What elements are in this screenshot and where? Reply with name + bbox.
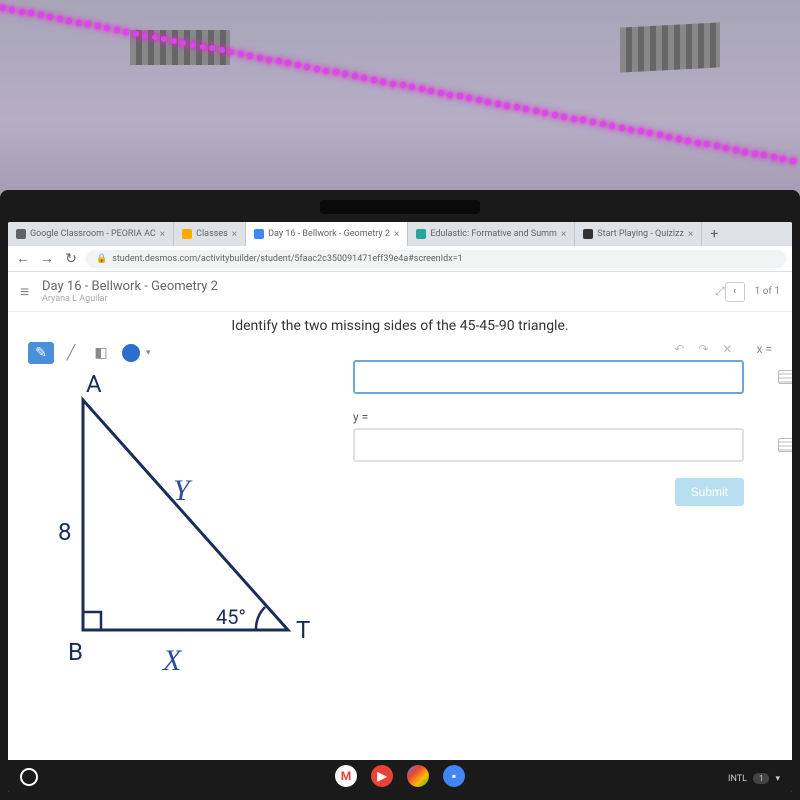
tab-label: Classes <box>196 229 228 239</box>
new-tab-button[interactable]: + <box>702 226 726 242</box>
eraser-tool[interactable]: ◧ <box>88 342 114 364</box>
hamburger-icon[interactable]: ≡ <box>20 282 36 302</box>
tab-favicon <box>16 229 26 239</box>
tab-close-icon[interactable]: × <box>688 229 693 240</box>
line-tool[interactable]: ╱ <box>58 342 84 364</box>
tab-favicon <box>416 229 426 239</box>
y-label: y = <box>353 410 772 424</box>
drawing-panel: ✎ ╱ ◧ ▾ A B T 8 45° <box>28 342 328 680</box>
x-input[interactable] <box>353 360 744 394</box>
pager-text: 1 of 1 <box>755 286 780 297</box>
tab-close-icon[interactable]: × <box>394 229 399 240</box>
input-toolbar: ↶ ↷ ✕ x = <box>353 342 772 356</box>
tab-label: Google Classroom - PEORIA AC <box>30 229 156 239</box>
back-button[interactable]: ← <box>14 250 32 267</box>
tab-close-icon[interactable]: × <box>561 229 566 240</box>
screen: Google Classroom - PEORIA AC×Classes×Day… <box>8 222 792 792</box>
launcher-icon[interactable] <box>20 768 38 786</box>
svg-text:45°: 45° <box>216 605 246 629</box>
clear-icon[interactable]: ✕ <box>722 342 732 356</box>
tab-label: Day 16 - Bellwork - Geometry 2 <box>268 229 390 239</box>
drawing-toolbar: ✎ ╱ ◧ ▾ <box>28 342 328 364</box>
svg-text:T: T <box>296 616 310 644</box>
undo-icon[interactable]: ↶ <box>674 342 684 356</box>
tab-close-icon[interactable]: × <box>232 229 237 240</box>
color-caret-icon[interactable]: ▾ <box>146 348 151 358</box>
browser-tab[interactable]: Edulastic: Formative and Summ × <box>408 222 575 246</box>
webcam <box>320 200 480 214</box>
tab-close-icon[interactable]: × <box>160 229 165 240</box>
tab-favicon <box>182 229 192 239</box>
svg-text:Y: Y <box>173 474 193 507</box>
question-text: Identify the two missing sides of the 45… <box>28 318 772 334</box>
svg-text:8: 8 <box>58 518 72 546</box>
url-field[interactable]: 🔒 student.desmos.com/activitybuilder/stu… <box>86 250 786 268</box>
system-tray[interactable]: INTL 1 ▾ <box>728 773 780 784</box>
keyboard-icon[interactable] <box>778 438 792 452</box>
y-input-wrap <box>353 428 772 462</box>
tab-label: Edulastic: Formative and Summ <box>430 229 557 239</box>
shelf-app-icon[interactable]: ▪ <box>443 765 465 787</box>
svg-text:X: X <box>162 644 183 677</box>
keyboard-icon[interactable] <box>778 370 792 384</box>
y-input[interactable] <box>353 428 744 462</box>
notification-count: 1 <box>753 773 770 784</box>
forward-button[interactable]: → <box>38 250 56 267</box>
shelf-app-icon[interactable]: M <box>335 765 357 787</box>
shelf-app-icon[interactable] <box>407 765 429 787</box>
answer-panel: ↶ ↷ ✕ x = y = Submit <box>353 342 772 680</box>
x-label: x = <box>756 342 772 356</box>
page-title: Day 16 - Bellwork - Geometry 2 <box>42 279 555 294</box>
url-text: student.desmos.com/activitybuilder/stude… <box>112 254 462 264</box>
browser-tab[interactable]: Start Playing - Quizizz × <box>575 222 702 246</box>
canvas[interactable]: A B T 8 45° Y X <box>28 370 328 680</box>
page-header: ≡ Day 16 - Bellwork - Geometry 2 Aryana … <box>8 272 792 312</box>
reload-button[interactable]: ↻ <box>62 251 80 267</box>
redo-icon[interactable]: ↷ <box>698 342 708 356</box>
pager: ‹ 1 of 1 <box>725 282 780 302</box>
wifi-icon: ▾ <box>775 774 780 784</box>
content-area: Identify the two missing sides of the 45… <box>8 312 792 686</box>
shelf-app-icon[interactable]: ▶ <box>371 765 393 787</box>
submit-button[interactable]: Submit <box>675 478 744 506</box>
triangle-figure: A B T 8 45° Y X <box>28 370 328 680</box>
svg-text:B: B <box>68 638 83 666</box>
address-bar: ← → ↻ 🔒 student.desmos.com/activitybuild… <box>8 246 792 272</box>
x-input-wrap <box>353 360 772 394</box>
page-subtitle: Aryana L Aguilar <box>42 294 555 304</box>
title-block: Day 16 - Bellwork - Geometry 2 Aryana L … <box>42 279 555 304</box>
intl-indicator: INTL <box>728 774 747 784</box>
tab-favicon <box>583 229 593 239</box>
lock-icon: 🔒 <box>96 254 107 264</box>
color-picker[interactable] <box>118 342 144 364</box>
tab-label: Start Playing - Quizizz <box>597 229 684 239</box>
browser-tab[interactable]: Classes × <box>174 222 246 246</box>
expand-icon[interactable]: ⤢ <box>715 284 725 299</box>
browser-tab-bar: Google Classroom - PEORIA AC×Classes×Day… <box>8 222 792 246</box>
browser-tab[interactable]: Google Classroom - PEORIA AC × <box>8 222 174 246</box>
ceiling-vent <box>130 30 230 65</box>
tab-favicon <box>254 229 264 239</box>
pencil-tool[interactable]: ✎ <box>28 342 54 364</box>
svg-text:A: A <box>86 370 102 398</box>
ceiling-vent <box>620 22 720 72</box>
os-shelf: M ▶ ▪ INTL 1 ▾ <box>8 760 792 792</box>
pager-prev[interactable]: ‹ <box>725 282 745 302</box>
main-row: ✎ ╱ ◧ ▾ A B T 8 45° <box>28 342 772 680</box>
browser-tab[interactable]: Day 16 - Bellwork - Geometry 2 × <box>246 222 408 246</box>
